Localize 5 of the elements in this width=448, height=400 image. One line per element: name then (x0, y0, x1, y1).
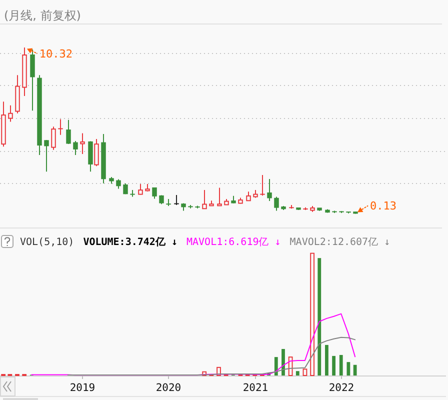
title: (月线, 前复权) (4, 8, 81, 22)
annotation: 10.32 (39, 48, 72, 60)
title: VOL(5,10) (20, 237, 74, 248)
annotation: VOLUME:3.742亿 ↓ (83, 237, 178, 248)
annotation: 0.13 (370, 200, 397, 213)
